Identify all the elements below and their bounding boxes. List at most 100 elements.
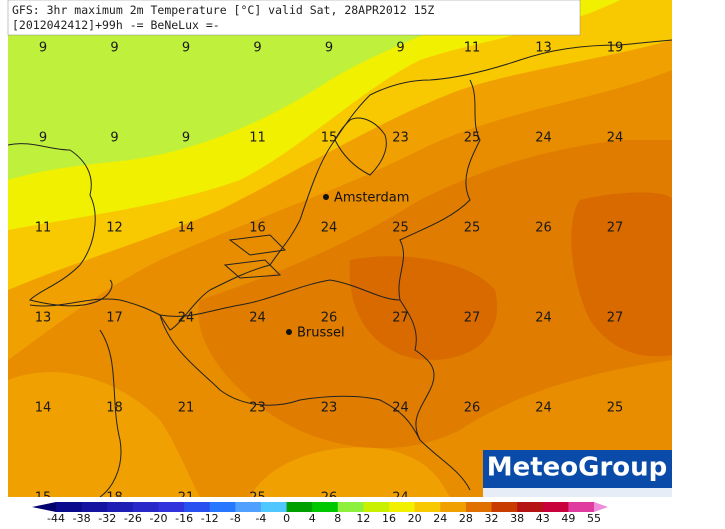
legend-swatch — [465, 502, 493, 512]
legend-swatch — [235, 502, 262, 512]
color-legend: -44 -38 -32 -26 -20 -16 -12 -8 -4 0 4 8 12 16 20 24 28 32… — [32, 502, 608, 525]
legend-swatch — [260, 502, 288, 512]
grid-value: 14 — [178, 221, 195, 236]
legend-swatch — [337, 502, 364, 512]
value-grid: 9 9 9 9 9 9 11 13 19 9 9 9 11 15 23 25 24 24 11 12 14 16 24 25 2… — [35, 41, 624, 506]
legend-swatch — [440, 502, 467, 512]
legend-tick-label: -32 — [98, 512, 116, 525]
legend-tick-label: 0 — [283, 512, 290, 525]
grid-value: 21 — [178, 401, 195, 416]
grid-value: 26 — [321, 491, 338, 506]
grid-value: 25 — [464, 221, 481, 236]
grid-value: 27 — [607, 311, 624, 326]
grid-value: 12 — [106, 221, 123, 236]
city-label: Brussel — [297, 326, 345, 341]
grid-value: 24 — [249, 311, 266, 326]
city-label: Amsterdam — [334, 191, 409, 206]
legend-swatch — [81, 502, 108, 512]
legend-swatch — [132, 502, 159, 512]
grid-value: 9 — [182, 131, 190, 146]
grid-value: 9 — [325, 41, 333, 56]
grid-value: 27 — [392, 311, 409, 326]
border-be-fr — [159, 314, 421, 441]
legend-swatch — [414, 502, 441, 512]
grid-value: 26 — [535, 221, 552, 236]
legend-tick-label: 28 — [459, 512, 473, 525]
field-hot-2 — [571, 192, 672, 357]
legend-swatch — [363, 502, 390, 512]
grid-value: 16 — [249, 221, 266, 236]
legend-tick-label: -20 — [149, 512, 167, 525]
grid-value: 23 — [249, 401, 266, 416]
grid-value: 15 — [321, 131, 338, 146]
field-mid-orange-s — [250, 447, 450, 497]
legend-swatch — [312, 502, 339, 512]
legend-tick-label: -38 — [73, 512, 91, 525]
grid-value: 24 — [607, 131, 624, 146]
border-fr — [99, 329, 122, 497]
legend-swatch — [491, 502, 518, 512]
grid-value: 11 — [35, 221, 52, 236]
grid-value: 15 — [35, 491, 52, 506]
logo-stripe — [483, 488, 672, 497]
coastline-ijsselmeer — [334, 117, 387, 176]
header-box — [7, 0, 581, 36]
legend-tick-label: -26 — [124, 512, 142, 525]
legend-tick-label: 24 — [433, 512, 447, 525]
grid-value: 23 — [392, 131, 409, 146]
grid-value: 18 — [106, 491, 123, 506]
legend-tick-label: -44 — [47, 512, 65, 525]
grid-value: 13 — [35, 311, 52, 326]
grid-value: 9 — [110, 131, 118, 146]
grid-value: 26 — [321, 311, 338, 326]
legend-swatch — [107, 502, 134, 512]
coastline-delta — [223, 234, 287, 279]
legend-swatch — [286, 502, 313, 512]
grid-value: 24 — [535, 131, 552, 146]
border-east — [398, 79, 481, 491]
city-dot — [286, 329, 292, 335]
legend-swatch — [389, 502, 416, 512]
legend-tick-label: 38 — [510, 512, 524, 525]
header-line: GFS: 3hr maximum 2m Temperature [°C] val… — [12, 3, 434, 17]
grid-value: 19 — [607, 41, 624, 56]
grid-value: 9 — [253, 41, 261, 56]
grid-value: 11 — [464, 41, 481, 56]
field-yellow-green — [8, 0, 500, 180]
grid-value: 25 — [249, 491, 266, 506]
border-nl-be — [159, 279, 401, 317]
grid-value: 24 — [321, 221, 338, 236]
legend-swatch — [517, 502, 544, 512]
grid-value: 9 — [110, 41, 118, 56]
grid-value: 25 — [392, 221, 409, 236]
legend-swatch — [184, 502, 211, 512]
legend-tick-label: 12 — [356, 512, 370, 525]
field-mid-orange-sw — [8, 372, 200, 497]
logo-text: MeteoGroup — [487, 453, 668, 483]
legend-arrow — [594, 502, 608, 512]
grid-value: 14 — [35, 401, 52, 416]
legend-swatch — [158, 502, 185, 512]
grid-value: 27 — [607, 221, 624, 236]
legend-swatch — [542, 502, 569, 512]
legend-tick-label: 16 — [382, 512, 396, 525]
legend-tick-label: 8 — [334, 512, 341, 525]
grid-value: 9 — [182, 41, 190, 56]
coastline-continent — [29, 39, 672, 331]
grid-value: 11 — [249, 131, 266, 146]
legend-swatch — [209, 502, 236, 512]
legend-tick-label: -16 — [175, 512, 193, 525]
legend-tick-label: -8 — [230, 512, 241, 525]
map: 9 9 9 9 9 9 11 13 19 9 9 9 11 15 23 25 24 24 11 12 14 16 24 25 2… — [8, 0, 672, 506]
grid-value: 13 — [535, 41, 552, 56]
legend-tick-label: 4 — [309, 512, 316, 525]
legend-swatch — [568, 502, 595, 512]
legend-tick-label: 55 — [587, 512, 601, 525]
legend-tick-label: 20 — [408, 512, 422, 525]
grid-value: 25 — [464, 131, 481, 146]
legend-tick-label: -4 — [255, 512, 266, 525]
legend-tick-label: 49 — [561, 512, 575, 525]
grid-value: 17 — [106, 311, 123, 326]
grid-value: 26 — [464, 401, 481, 416]
